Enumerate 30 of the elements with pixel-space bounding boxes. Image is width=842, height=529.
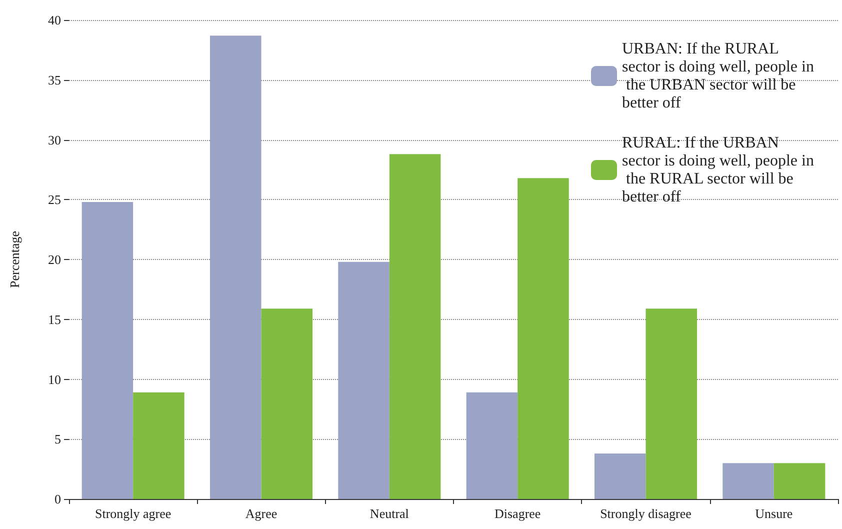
x-tick-label: Unsure (755, 506, 793, 521)
y-axis-title: Percentage (7, 230, 22, 288)
y-tick-label: 40 (48, 12, 61, 28)
x-tick-label: Strongly disagree (600, 506, 692, 521)
bar (646, 308, 698, 499)
y-tick-label: 35 (48, 72, 61, 88)
y-tick-label: 20 (48, 252, 61, 267)
y-tick-label: 5 (54, 432, 61, 447)
bar (594, 453, 646, 499)
legend-label: URBAN: If the RURAL sector is doing well, people in the URBAN sector will be better off (622, 40, 814, 112)
bar (722, 463, 774, 499)
bar (82, 202, 134, 499)
y-tick-label: 15 (48, 312, 61, 327)
bar (338, 262, 390, 499)
y-tick-label: 10 (48, 372, 61, 387)
bar (389, 154, 441, 499)
bar (261, 308, 313, 499)
x-tick-label: Neutral (370, 506, 410, 521)
bar (518, 178, 569, 499)
bar (210, 36, 262, 499)
y-tick-label: 30 (48, 132, 61, 148)
bar (466, 392, 518, 499)
bar (133, 392, 184, 499)
x-tick-label: Disagree (494, 506, 541, 521)
y-tick-label: 0 (54, 492, 61, 506)
x-tick-label: Agree (245, 506, 278, 521)
x-tick-label: Strongly agree (94, 506, 172, 521)
y-tick-label: 25 (48, 192, 61, 208)
legend-label: RURAL: If the URBAN sector is doing well, people in the RURAL sector will be better off (622, 134, 814, 206)
bar (774, 463, 826, 499)
